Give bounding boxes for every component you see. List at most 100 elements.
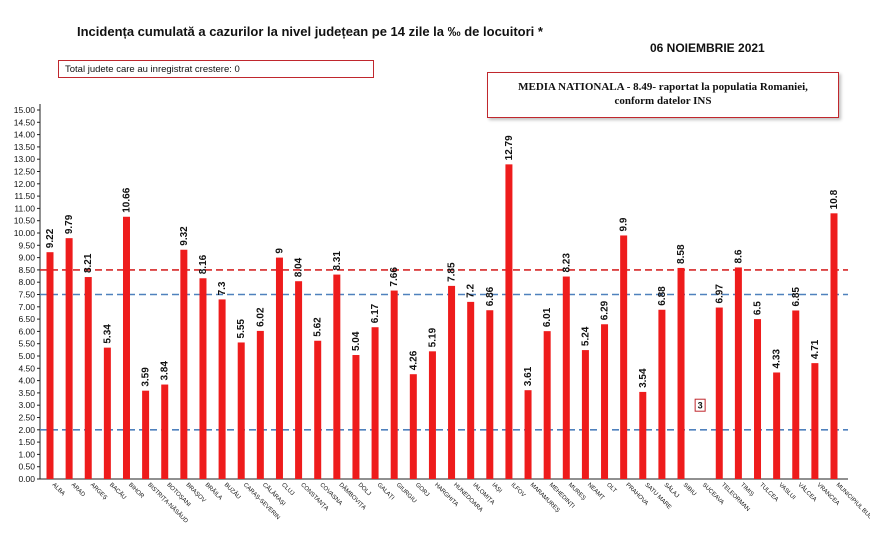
national-average-line1: MEDIA NATIONALA - 8.49- raportat la popu… — [518, 81, 808, 93]
bar-value-label: 5.62 — [313, 317, 324, 337]
bar — [505, 164, 513, 479]
category-label: SĂLAJ — [662, 481, 680, 499]
bar-value-label: 9 — [274, 248, 285, 254]
y-tick-label: 7.50 — [18, 290, 35, 300]
bar-value-label: 7.85 — [447, 262, 458, 282]
chart-title: Incidența cumulată a cazurilor la nivel … — [77, 24, 543, 39]
bar-value-label: 6.17 — [370, 303, 381, 323]
category-label: OLT — [605, 482, 617, 494]
bar — [792, 310, 800, 479]
bar-value-label: 6.97 — [714, 284, 725, 304]
category-label: CARAȘ-SEVERIN — [242, 482, 281, 521]
category-label: NEAMȚ — [586, 482, 605, 501]
y-tick-label: 11.50 — [14, 191, 35, 201]
category-label: TULCEA — [758, 482, 779, 503]
y-tick-label: 2.00 — [18, 425, 35, 435]
y-tick-label: 12.50 — [14, 167, 36, 177]
bar-value-label: 8.58 — [676, 244, 687, 264]
national-average-line2: conform datelor INS — [614, 95, 712, 107]
category-label: ALBA — [51, 482, 66, 497]
bar — [199, 278, 207, 479]
bar — [237, 342, 245, 479]
national-average-box: MEDIA NATIONALA - 8.49- raportat la popu… — [487, 72, 839, 118]
bar — [46, 252, 54, 479]
bar-value-label: 5.04 — [351, 331, 362, 351]
bar — [581, 350, 589, 479]
bar-value-label: 8.04 — [294, 257, 305, 277]
category-label: ARGEȘ — [89, 482, 108, 501]
category-label: MUNICIPIUL BUCUREȘTI — [835, 482, 870, 537]
category-label: GORJ — [414, 482, 430, 498]
y-tick-label: 2.50 — [18, 413, 35, 423]
bar-value-label: 8.6 — [733, 249, 744, 263]
bar — [830, 213, 838, 479]
bar — [103, 347, 111, 479]
y-tick-label: 0.50 — [18, 462, 35, 472]
bar — [333, 274, 341, 479]
bar-value-label: 9.22 — [45, 228, 56, 248]
bar — [409, 374, 417, 479]
bar-value-label: 7.3 — [217, 281, 228, 295]
bar-value-label: 5.19 — [427, 327, 438, 347]
y-tick-label: 13.50 — [14, 142, 36, 152]
y-tick-label: 4.00 — [18, 376, 35, 386]
bar — [543, 331, 551, 479]
bar — [314, 340, 322, 479]
category-label: TIMIȘ — [739, 482, 755, 498]
bar — [161, 384, 169, 479]
bar — [428, 351, 436, 479]
y-tick-label: 10.00 — [14, 228, 36, 238]
y-tick-label: 1.50 — [18, 437, 35, 447]
bar-value-label: 8.23 — [561, 253, 572, 273]
report-date: 06 NOIEMBRIE 2021 — [650, 41, 765, 55]
y-tick-label: 0.00 — [18, 474, 35, 484]
category-label: BRĂILA — [204, 481, 224, 501]
category-label: GALAȚI — [376, 482, 396, 502]
y-tick-label: 15.00 — [14, 105, 36, 115]
category-label: CLUJ — [280, 482, 295, 497]
category-label: ARAD — [70, 482, 87, 499]
y-tick-label: 4.50 — [18, 363, 35, 373]
value-label-box — [694, 398, 706, 412]
bar — [734, 267, 742, 479]
growth-note-box: Total judete care au inregistrat crester… — [58, 60, 374, 78]
bar — [65, 238, 73, 479]
bar-value-label: 9.32 — [179, 226, 190, 246]
bar — [275, 257, 283, 479]
y-tick-label: 8.50 — [18, 265, 35, 275]
bar-value-label: 12.79 — [504, 135, 515, 160]
bar-value-label: 7.66 — [389, 267, 400, 287]
bar-value-label: 6.02 — [255, 307, 266, 327]
bar-value-label: 7.2 — [466, 284, 477, 298]
bar — [295, 281, 303, 479]
bar-value-label: 8.21 — [83, 253, 94, 273]
y-tick-label: 9.50 — [18, 240, 35, 250]
bar — [486, 310, 494, 479]
category-label: BIHOR — [127, 482, 145, 500]
bar — [448, 285, 456, 479]
bar-value-label: 6.88 — [657, 286, 668, 306]
bar — [390, 290, 398, 479]
y-tick-label: 13.00 — [14, 154, 36, 164]
bar — [773, 372, 781, 479]
y-tick-label: 5.50 — [18, 339, 35, 349]
bar-value-label: 6.01 — [542, 307, 553, 327]
y-tick-label: 7.00 — [18, 302, 35, 312]
bar-value-label: 5.55 — [236, 319, 247, 339]
category-label: IAȘI — [490, 482, 502, 494]
y-tick-label: 11.00 — [14, 203, 35, 213]
y-tick-label: 1.00 — [18, 449, 35, 459]
category-label: VASLUI — [777, 482, 796, 501]
y-tick-label: 3.00 — [18, 400, 35, 410]
bar — [122, 216, 130, 479]
bar-value-label: 10.66 — [121, 187, 132, 212]
bar-value-label: 3.84 — [160, 361, 171, 381]
category-label: ILFOV — [510, 482, 527, 499]
y-tick-label: 14.50 — [14, 117, 36, 127]
bar — [352, 355, 360, 479]
category-label: SIBIU — [682, 482, 697, 497]
bar-value-label: 4.33 — [772, 349, 783, 369]
bar-value-label: 6.85 — [791, 287, 802, 307]
bar — [371, 327, 379, 479]
